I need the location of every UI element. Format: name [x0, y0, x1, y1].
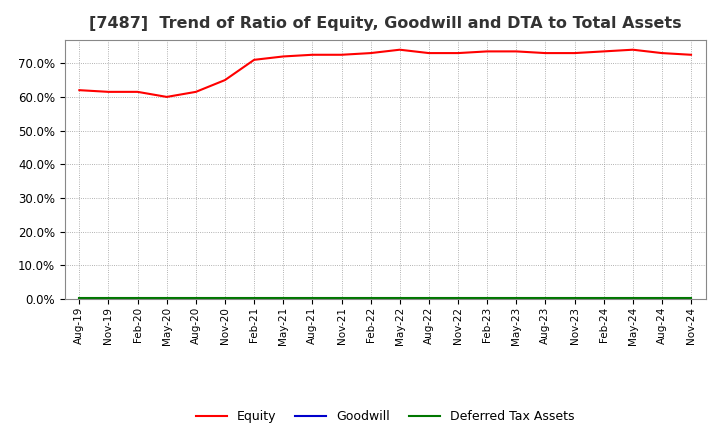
Deferred Tax Assets — [570, 296, 579, 301]
Goodwill — [250, 297, 258, 302]
Equity — [337, 52, 346, 57]
Deferred Tax Assets — [483, 296, 492, 301]
Equity — [483, 49, 492, 54]
Goodwill — [337, 297, 346, 302]
Deferred Tax Assets — [75, 296, 84, 301]
Deferred Tax Assets — [454, 296, 462, 301]
Deferred Tax Assets — [279, 296, 287, 301]
Legend: Equity, Goodwill, Deferred Tax Assets: Equity, Goodwill, Deferred Tax Assets — [191, 405, 580, 428]
Equity — [366, 51, 375, 56]
Goodwill — [133, 297, 142, 302]
Goodwill — [163, 297, 171, 302]
Deferred Tax Assets — [541, 296, 550, 301]
Line: Equity: Equity — [79, 50, 691, 97]
Goodwill — [570, 297, 579, 302]
Equity — [454, 51, 462, 56]
Equity — [75, 88, 84, 93]
Title: [7487]  Trend of Ratio of Equity, Goodwill and DTA to Total Assets: [7487] Trend of Ratio of Equity, Goodwil… — [89, 16, 682, 32]
Equity — [395, 47, 404, 52]
Equity — [104, 89, 113, 95]
Equity — [133, 89, 142, 95]
Deferred Tax Assets — [163, 296, 171, 301]
Goodwill — [541, 297, 550, 302]
Goodwill — [687, 297, 696, 302]
Goodwill — [75, 297, 84, 302]
Goodwill — [279, 297, 287, 302]
Goodwill — [454, 297, 462, 302]
Equity — [279, 54, 287, 59]
Equity — [629, 47, 637, 52]
Goodwill — [220, 297, 229, 302]
Deferred Tax Assets — [308, 296, 317, 301]
Deferred Tax Assets — [366, 296, 375, 301]
Goodwill — [599, 297, 608, 302]
Deferred Tax Assets — [599, 296, 608, 301]
Goodwill — [629, 297, 637, 302]
Goodwill — [512, 297, 521, 302]
Equity — [657, 51, 666, 56]
Deferred Tax Assets — [337, 296, 346, 301]
Goodwill — [104, 297, 113, 302]
Equity — [192, 89, 200, 95]
Deferred Tax Assets — [104, 296, 113, 301]
Equity — [512, 49, 521, 54]
Deferred Tax Assets — [629, 296, 637, 301]
Deferred Tax Assets — [192, 296, 200, 301]
Deferred Tax Assets — [250, 296, 258, 301]
Equity — [541, 51, 550, 56]
Equity — [687, 52, 696, 57]
Goodwill — [657, 297, 666, 302]
Deferred Tax Assets — [395, 296, 404, 301]
Equity — [163, 94, 171, 99]
Equity — [425, 51, 433, 56]
Deferred Tax Assets — [425, 296, 433, 301]
Deferred Tax Assets — [512, 296, 521, 301]
Goodwill — [308, 297, 317, 302]
Equity — [220, 77, 229, 83]
Goodwill — [366, 297, 375, 302]
Goodwill — [395, 297, 404, 302]
Equity — [599, 49, 608, 54]
Goodwill — [192, 297, 200, 302]
Goodwill — [483, 297, 492, 302]
Deferred Tax Assets — [220, 296, 229, 301]
Equity — [250, 57, 258, 62]
Deferred Tax Assets — [133, 296, 142, 301]
Deferred Tax Assets — [687, 296, 696, 301]
Equity — [308, 52, 317, 57]
Goodwill — [425, 297, 433, 302]
Deferred Tax Assets — [657, 296, 666, 301]
Equity — [570, 51, 579, 56]
